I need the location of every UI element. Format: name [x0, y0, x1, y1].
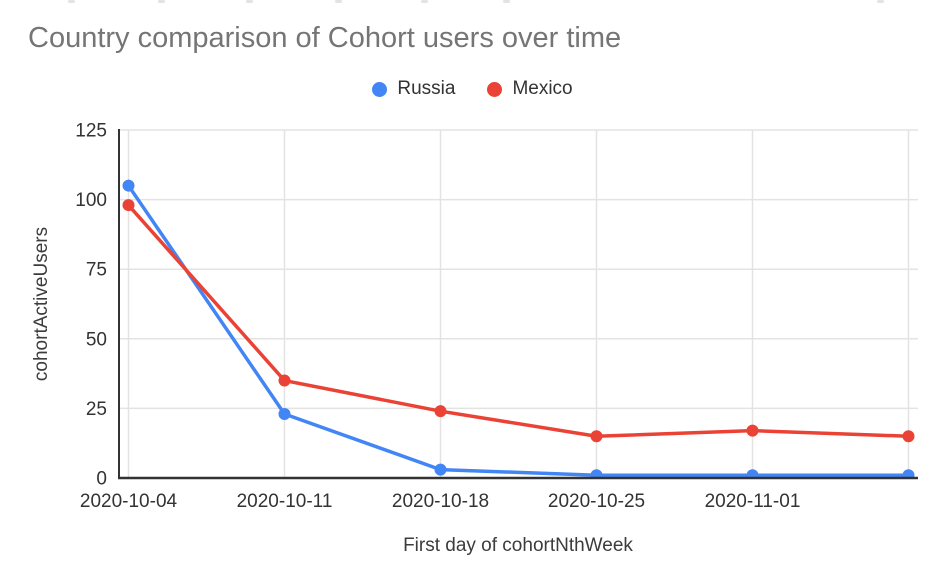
- x-tick-labels: 2020-10-04 2020-10-11 2020-10-18 2020-10-25…: [80, 491, 800, 512]
- y-tick-label: 75: [86, 260, 107, 281]
- top-edge-artifact: [335, 0, 342, 3]
- legend-dot-icon: [487, 81, 503, 97]
- y-tick-label: 125: [75, 121, 107, 142]
- y-tick-label: 0: [96, 469, 107, 490]
- top-edge-artifact: [68, 0, 75, 3]
- x-tick-label: 2020-10-11: [237, 491, 333, 512]
- data-point-mexico-2[interactable]: [434, 405, 447, 418]
- x-tick-label: 2020-10-18: [392, 491, 489, 512]
- y-axis-title: cohortActiveUsers: [31, 227, 52, 381]
- chart-legend: Russia Mexico: [0, 78, 945, 100]
- data-point-mexico-3[interactable]: [590, 430, 603, 443]
- data-point-russia-3[interactable]: [590, 469, 603, 481]
- series-line-mexico: [126, 203, 911, 438]
- data-point-mexico-0[interactable]: [122, 199, 135, 212]
- y-tick-labels: 0 25 50 75 100 125: [75, 121, 107, 490]
- x-gridlines: [127, 130, 910, 478]
- legend-item-mexico[interactable]: Mexico: [487, 78, 573, 100]
- data-point-russia-5[interactable]: [902, 469, 915, 481]
- legend-dot-icon: [372, 81, 388, 97]
- y-gridlines: [119, 129, 918, 410]
- chart-title: Country comparison of Cohort users over …: [28, 22, 622, 54]
- data-point-russia-2[interactable]: [434, 463, 447, 476]
- legend-label: Russia: [397, 78, 456, 99]
- series-line-russia: [126, 183, 911, 477]
- series-group: [122, 179, 915, 481]
- legend-label: Mexico: [512, 78, 573, 99]
- y-tick-label: 50: [86, 329, 107, 350]
- data-point-mexico-4[interactable]: [746, 424, 759, 437]
- top-edge-artifact: [421, 0, 428, 3]
- top-edge-artifact: [246, 0, 253, 3]
- x-axis-title: First day of cohortNthWeek: [403, 535, 633, 556]
- data-point-mexico-1[interactable]: [278, 374, 291, 387]
- top-edge-artifact: [158, 0, 165, 3]
- legend-item-russia[interactable]: Russia: [372, 78, 455, 100]
- data-point-russia-4[interactable]: [746, 469, 759, 481]
- data-point-russia-1[interactable]: [278, 407, 291, 420]
- top-edge-artifact: [503, 0, 510, 3]
- y-tick-label: 100: [75, 190, 107, 211]
- top-edge-artifact: [877, 0, 884, 3]
- x-tick-label: 2020-11-01: [705, 491, 801, 512]
- data-point-mexico-5[interactable]: [902, 430, 915, 443]
- y-tick-label: 25: [86, 399, 107, 420]
- data-point-russia-0[interactable]: [122, 179, 135, 192]
- x-tick-label: 2020-10-04: [80, 491, 178, 512]
- x-tick-label: 2020-10-25: [548, 491, 645, 512]
